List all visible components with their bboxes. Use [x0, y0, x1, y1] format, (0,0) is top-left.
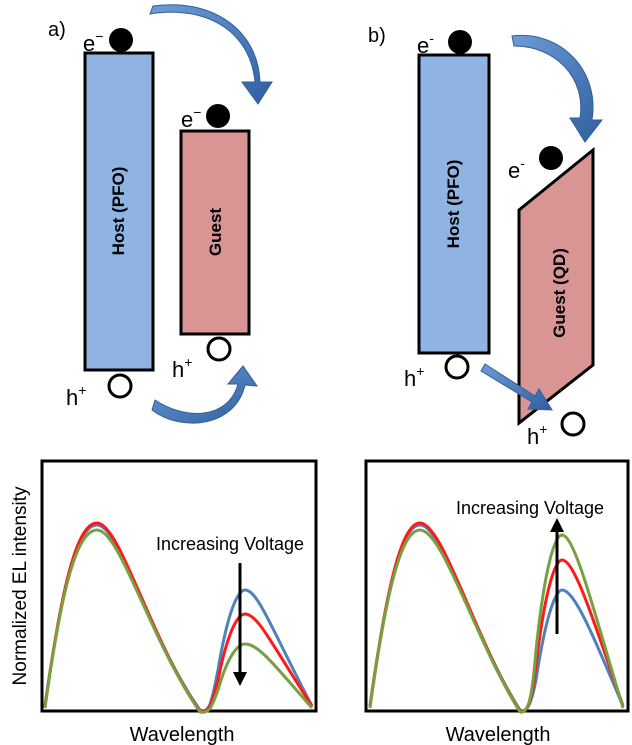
plot-a-xlabel: Wavelength — [130, 724, 235, 745]
electron-label-guest: e- — [508, 155, 525, 183]
panel-b-diagram: b) Host (PFO) Guest (QD) e- e- h+ h+ — [368, 25, 604, 449]
electron-transfer-arrow — [149, 4, 273, 105]
hole-transfer-arrow — [151, 365, 259, 424]
hole-guest — [206, 336, 232, 362]
panel-a-diagram: a) Host (PFO) Guest e− e− h+ h+ — [48, 4, 273, 424]
electron-guest — [539, 146, 563, 170]
electron-host — [109, 28, 133, 52]
electron-transfer-arrow — [511, 34, 604, 143]
electron-guest — [206, 104, 230, 128]
hole-host — [444, 354, 470, 380]
electron-label-host: e- — [417, 30, 434, 58]
plot-b-xlabel: Wavelength — [446, 724, 551, 745]
host-bar — [417, 53, 491, 355]
electron-label-host: e− — [83, 28, 103, 56]
electron-host — [448, 30, 472, 54]
series-3-curve — [368, 528, 625, 714]
guest-bar — [179, 129, 251, 336]
guest-label: Guest — [206, 208, 225, 257]
hole-label-guest: h+ — [172, 354, 192, 382]
plot-b-arrow-head — [550, 518, 564, 532]
plot-b-curves — [368, 521, 625, 714]
hole-host — [107, 373, 133, 399]
electron-label-guest: e− — [181, 104, 201, 132]
plot-b: Wavelength Increasing Voltage — [364, 459, 630, 745]
plot-a-frame — [40, 459, 318, 713]
hole-label-host: h+ — [66, 382, 86, 410]
series-3-curve — [43, 528, 314, 714]
hole-label-host: h+ — [404, 363, 424, 391]
host-bar — [83, 51, 155, 372]
plot-a-ylabel: Normalized EL intensity — [10, 486, 31, 685]
plot-a-annotation: Increasing Voltage — [156, 534, 304, 554]
panel-b-label: b) — [368, 25, 386, 47]
panel-a-label: a) — [48, 19, 66, 41]
host-label: Host (PFO) — [109, 167, 128, 256]
guest-label: Guest (QD) — [550, 248, 569, 338]
guest-qd-shape — [517, 146, 595, 427]
plot-a: Normalized EL intensity Wavelength Incre… — [10, 459, 318, 745]
hole-guest — [560, 411, 586, 437]
plot-a-curves — [43, 521, 314, 714]
hole-transfer-arrow — [480, 363, 553, 411]
plot-a-arrow-head — [233, 672, 247, 686]
host-label: Host (PFO) — [444, 160, 463, 249]
plot-b-annotation: Increasing Voltage — [456, 498, 604, 518]
hole-label-guest: h+ — [527, 421, 547, 449]
